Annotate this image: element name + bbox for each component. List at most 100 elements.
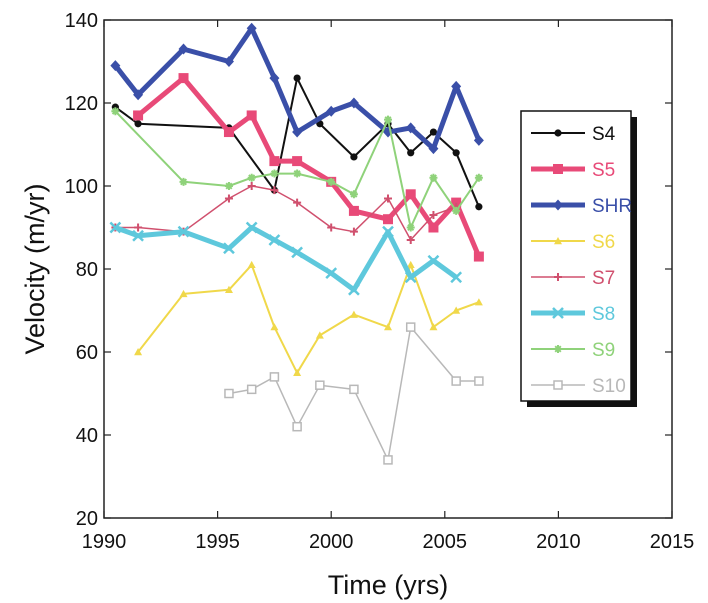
data-point <box>384 115 392 124</box>
data-point <box>474 298 483 306</box>
data-point <box>247 260 256 269</box>
data-point <box>178 73 189 84</box>
data-point <box>429 173 438 182</box>
data-point <box>293 169 302 178</box>
data-point <box>293 198 302 207</box>
data-point <box>406 260 415 269</box>
legend-label: SHR <box>592 196 632 217</box>
data-point <box>554 129 562 137</box>
data-point <box>177 225 190 238</box>
y-tick-label: 100 <box>65 176 98 198</box>
legend-item-shr: SHR <box>531 196 632 217</box>
data-point <box>178 43 189 55</box>
data-point <box>224 388 234 399</box>
data-point <box>450 271 463 284</box>
y-axis: 20 40 60 80 100 120 140 <box>65 10 672 530</box>
data-point <box>270 169 279 178</box>
series-s9 <box>111 107 483 232</box>
data-point <box>451 197 462 208</box>
x-tick-label: 2005 <box>423 531 468 553</box>
data-point <box>292 421 302 432</box>
data-point <box>268 234 281 246</box>
legend-item-s8: S8 <box>531 304 615 325</box>
data-point <box>427 254 440 267</box>
y-tick-label: 140 <box>65 10 98 32</box>
data-point <box>473 134 484 146</box>
y-tick-label: 80 <box>76 259 98 281</box>
data-point <box>245 221 258 234</box>
data-point <box>269 156 280 167</box>
legend: S4 S5 SHR S6 S7 S8 S9 S10 <box>520 110 637 407</box>
data-point <box>451 376 461 386</box>
data-point <box>429 323 438 331</box>
data-point <box>384 194 392 203</box>
data-point <box>134 348 143 356</box>
data-point <box>474 376 484 386</box>
data-point <box>553 199 563 211</box>
legend-label: S6 <box>592 232 615 253</box>
data-point <box>292 156 303 167</box>
data-point <box>383 214 393 225</box>
data-point <box>473 251 484 262</box>
data-point <box>405 122 416 134</box>
data-point <box>407 149 415 157</box>
series-s10 <box>224 322 484 465</box>
data-point <box>428 222 439 233</box>
series-shr <box>110 22 484 155</box>
legend-item-s6: S6 <box>531 232 615 253</box>
data-point <box>327 223 336 232</box>
data-point <box>452 206 461 215</box>
data-point <box>269 372 280 382</box>
data-point <box>133 110 144 121</box>
data-point <box>224 194 233 203</box>
data-point <box>293 74 301 82</box>
y-tick-label: 120 <box>65 93 98 115</box>
legend-item-s9: S9 <box>531 340 615 361</box>
data-point <box>327 177 336 186</box>
data-point <box>246 22 257 34</box>
x-axis-label: Time (yrs) <box>328 570 448 600</box>
data-point <box>179 289 188 298</box>
data-point <box>429 211 438 220</box>
legend-box <box>520 110 632 402</box>
legend-label: S10 <box>592 376 626 397</box>
data-point <box>405 189 416 200</box>
data-point <box>349 384 359 395</box>
legend-label: S4 <box>592 124 616 145</box>
data-point <box>475 203 483 211</box>
x-tick-label: 2015 <box>650 531 695 553</box>
series-line <box>113 25 482 152</box>
data-point <box>350 153 358 161</box>
data-point <box>325 267 338 280</box>
data-point <box>404 271 417 284</box>
data-point <box>406 223 415 232</box>
data-point <box>452 149 460 157</box>
series-s6 <box>134 260 483 376</box>
data-point <box>133 89 144 101</box>
x-tick-label: 1990 <box>82 531 127 553</box>
y-tick-label: 20 <box>76 508 98 530</box>
data-point <box>348 283 360 296</box>
data-point <box>292 126 303 138</box>
legend-label: S7 <box>592 268 615 289</box>
data-point <box>348 205 359 216</box>
data-point <box>247 173 256 182</box>
data-point <box>349 310 358 318</box>
legend-item-s7: S7 <box>531 268 615 289</box>
data-point <box>554 237 562 245</box>
x-tick-label: 2000 <box>309 531 354 553</box>
data-point <box>405 322 416 332</box>
data-point <box>406 235 415 244</box>
data-point <box>269 72 280 84</box>
x-tick-label: 2010 <box>536 531 581 553</box>
data-point <box>315 331 324 339</box>
data-point <box>384 323 392 331</box>
x-tick-label: 1995 <box>195 531 240 553</box>
data-point <box>291 246 304 259</box>
data-point <box>223 242 235 255</box>
data-point <box>246 384 257 395</box>
data-point <box>223 127 234 138</box>
data-point <box>110 60 121 72</box>
data-point <box>554 273 562 281</box>
